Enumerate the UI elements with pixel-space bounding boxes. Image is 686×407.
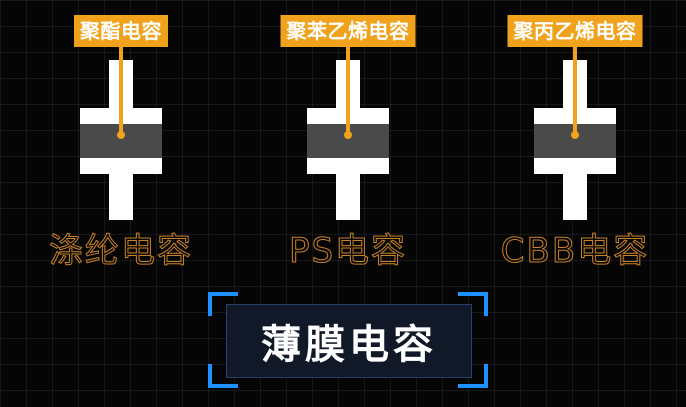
material-tag: 聚苯乙烯电容 bbox=[280, 15, 416, 47]
callout-line bbox=[346, 47, 350, 135]
capacitor-polystyrene: 聚苯乙烯电容 PS电容 bbox=[248, 0, 448, 272]
material-tag: 聚酯电容 bbox=[74, 15, 168, 47]
callout-dot bbox=[571, 131, 579, 139]
capacitor-bottom-plate bbox=[307, 158, 389, 174]
capacitor-bottom-lead bbox=[336, 174, 360, 220]
frame-corner bbox=[208, 292, 238, 316]
page-title: 薄膜电容 bbox=[261, 322, 437, 368]
capacitor-polyester: 聚酯电容 涤纶电容 bbox=[21, 0, 221, 272]
capacitor-polypropylene: 聚丙乙烯电容 CBB电容 bbox=[475, 0, 675, 272]
capacitor-bottom-lead bbox=[563, 174, 587, 220]
capacitor-name: CBB电容 bbox=[500, 231, 650, 272]
frame-corner bbox=[208, 364, 238, 388]
title-box: 薄膜电容 bbox=[226, 304, 472, 378]
callout-dot bbox=[344, 131, 352, 139]
callout-dot bbox=[117, 131, 125, 139]
title-frame: 薄膜电容 bbox=[208, 292, 488, 388]
callout-line bbox=[119, 47, 123, 135]
frame-corner bbox=[458, 292, 488, 316]
material-tag: 聚丙乙烯电容 bbox=[507, 15, 643, 47]
capacitor-bottom-plate bbox=[80, 158, 162, 174]
frame-corner bbox=[458, 364, 488, 388]
capacitor-name: PS电容 bbox=[288, 231, 408, 272]
callout-line bbox=[573, 47, 577, 135]
capacitor-bottom-plate bbox=[534, 158, 616, 174]
capacitor-bottom-lead bbox=[109, 174, 133, 220]
capacitor-name: 涤纶电容 bbox=[49, 231, 193, 272]
